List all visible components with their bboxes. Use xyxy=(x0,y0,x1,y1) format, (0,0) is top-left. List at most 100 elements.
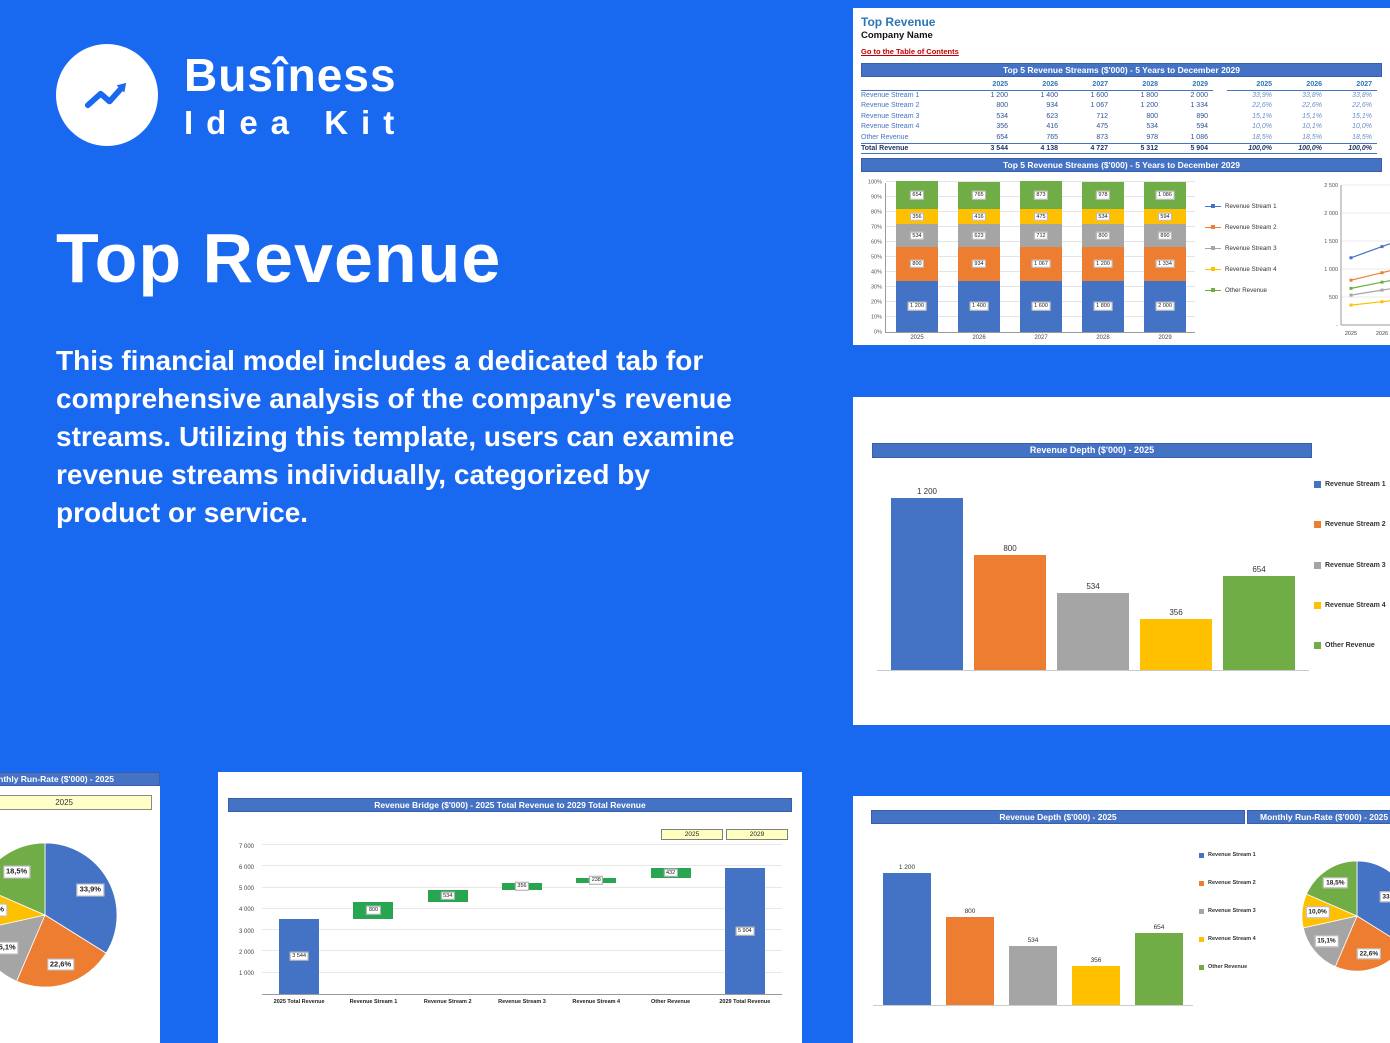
x-axis-label: 2025 xyxy=(910,334,924,341)
legend-swatch xyxy=(1199,936,1204,942)
line-series xyxy=(1350,242,1390,258)
legend-entry: Revenue Stream 3 xyxy=(1199,908,1256,914)
bar-column: 654 xyxy=(1135,924,1183,1005)
legend-line-marker xyxy=(1205,203,1221,208)
line-series xyxy=(1350,269,1390,281)
revenue-depth-chart: 1 200 800 534 356 654 xyxy=(877,473,1309,671)
legend-entry: Other Revenue xyxy=(1205,287,1315,294)
toc-link[interactable]: Go to the Table of Contents xyxy=(861,47,959,56)
year-header: 2029 xyxy=(1163,80,1213,91)
line-marker xyxy=(1349,303,1353,307)
waterfall-bar: 3 544 xyxy=(279,918,320,994)
pct-cell: 33,9% xyxy=(1252,91,1272,99)
pct-year-header: 2026 xyxy=(1277,80,1327,91)
bar-segment: 765 xyxy=(958,181,1000,210)
bar-segment: 356 xyxy=(896,209,938,225)
bar-segment: 1 067 xyxy=(1020,246,1062,281)
line-marker xyxy=(1349,255,1353,259)
y-axis-label: 2 000 xyxy=(238,949,254,956)
bar-value-label: 356 xyxy=(1090,957,1102,964)
year-header: 2026 xyxy=(1013,80,1063,91)
bridge-y-axis: 7 000 6 000 5 000 4 000 3 000 2 000 1 000 xyxy=(226,844,258,995)
hero-section: Busîness Idea Kit Top Revenue This finan… xyxy=(56,44,836,532)
y-axis-label: 3 000 xyxy=(238,928,254,935)
bar-segment-label: 1 600 xyxy=(1031,301,1051,311)
total-value: 5 312 xyxy=(1113,143,1163,154)
bar-value-label: 800 xyxy=(964,908,976,915)
spreadsheet-panel: Top Revenue Company Name Go to the Table… xyxy=(853,8,1390,345)
bar-segment-label: 534 xyxy=(1095,212,1111,221)
line-series xyxy=(1350,279,1390,289)
waterfall-label: 5 904 xyxy=(735,926,755,936)
revenue-table: 2025 2026 2027 2028 2029 2025 2026 2027 Revenue … xyxy=(861,80,1382,154)
bar-value-label: 1 200 xyxy=(916,487,938,496)
gridline xyxy=(262,865,782,867)
waterfall-bar: 800 xyxy=(353,901,394,919)
stacked-bar: 1 200 800 534 356 654 xyxy=(896,181,938,332)
bar-segment-label: 475 xyxy=(1033,212,1049,221)
bar xyxy=(1223,576,1295,670)
y-axis-label: 2 000 xyxy=(1324,211,1338,217)
value-cell: 534 xyxy=(996,112,1008,120)
line-marker xyxy=(1349,278,1353,282)
brand: Busîness Idea Kit xyxy=(56,44,836,146)
bar-segment-label: 800 xyxy=(1095,231,1111,240)
total-value: 4 138 xyxy=(1013,143,1063,154)
legend-swatch xyxy=(1314,642,1321,649)
y-axis-label: 50% xyxy=(870,254,882,260)
run-rate-panel: Monthly Run-Rate ($'000) - 2025 2025 33,… xyxy=(0,772,160,1043)
bar-segment-label: 890 xyxy=(1157,231,1173,240)
bar xyxy=(946,917,994,1005)
x-axis-label: 2027 xyxy=(1034,334,1048,341)
value-cell: 2 000 xyxy=(1190,91,1208,99)
pct-cell: 18,5% xyxy=(1302,133,1322,141)
stacked-bar-chart: 1 200 800 534 356 654 2025 1 400 934 623 416 765 20… xyxy=(885,180,1195,341)
row-label: Revenue Stream 4 xyxy=(861,123,920,130)
legend-swatch xyxy=(1314,601,1321,609)
waterfall-label: 432 xyxy=(663,868,678,878)
pie-slice xyxy=(16,914,107,988)
gridline xyxy=(262,844,782,845)
line-marker xyxy=(1380,244,1384,248)
legend-label: Revenue Stream 3 xyxy=(1225,244,1277,252)
spacer xyxy=(1213,143,1227,154)
legend-label: Revenue Stream 3 xyxy=(1208,908,1256,914)
year-selector[interactable]: 2025 xyxy=(0,795,152,810)
bar-segment: 416 xyxy=(958,209,1000,225)
gridline xyxy=(262,971,782,973)
bar-segment: 1 334 xyxy=(1144,246,1186,281)
y-axis-label: 2 500 xyxy=(1324,183,1338,189)
spacer xyxy=(1213,101,1227,112)
year-selector-from[interactable]: 2025 xyxy=(661,829,723,840)
revenue-bridge-chart: 3 544 2025 Total Revenue 800 Revenue Stream… xyxy=(262,844,782,1005)
y-axis-label: 90% xyxy=(870,194,882,200)
x-axis-label: 2026 xyxy=(1376,331,1388,337)
pct-cell: 33,8% xyxy=(1302,91,1322,99)
pie-svg xyxy=(0,842,118,988)
value-cell: 1 200 xyxy=(990,91,1008,99)
legend-label: Revenue Stream 4 xyxy=(1325,601,1386,609)
legend-label: Revenue Stream 1 xyxy=(1208,852,1256,858)
y-axis-label: 5 000 xyxy=(238,886,254,893)
year-selector-to[interactable]: 2029 xyxy=(726,829,788,840)
bar-column: 800 xyxy=(974,544,1046,670)
y-axis-label: 500 xyxy=(1329,295,1338,301)
pct-cell: 10,1% xyxy=(1302,123,1322,130)
value-cell: 1 600 xyxy=(1090,91,1108,99)
legend-label: Other Revenue xyxy=(1208,964,1248,970)
value-cell: 978 xyxy=(1146,133,1158,141)
value-cell: 890 xyxy=(1196,112,1208,120)
legend-entry: Revenue Stream 3 xyxy=(1205,245,1315,252)
line-marker xyxy=(1380,288,1384,292)
pie-slice-label: 10,0% xyxy=(1305,906,1330,918)
legend-label: Revenue Stream 2 xyxy=(1225,223,1277,231)
run-rate-small-pie: 33,9% 22,6% 15,1% 10,0% 18,5% xyxy=(1287,846,1390,986)
bar-segment: 594 xyxy=(1144,209,1186,225)
bar-segment: 534 xyxy=(1082,209,1124,225)
pie-slice-label: 33,9% xyxy=(76,883,104,897)
pct-cell: 22,6% xyxy=(1352,102,1372,109)
legend-entry: Revenue Stream 1 xyxy=(1314,481,1386,488)
bar xyxy=(1072,966,1120,1005)
revenue-depth-legend: Revenue Stream 1 Revenue Stream 2 Revenue … xyxy=(1314,481,1386,649)
brand-name-line2: Idea Kit xyxy=(184,104,408,141)
